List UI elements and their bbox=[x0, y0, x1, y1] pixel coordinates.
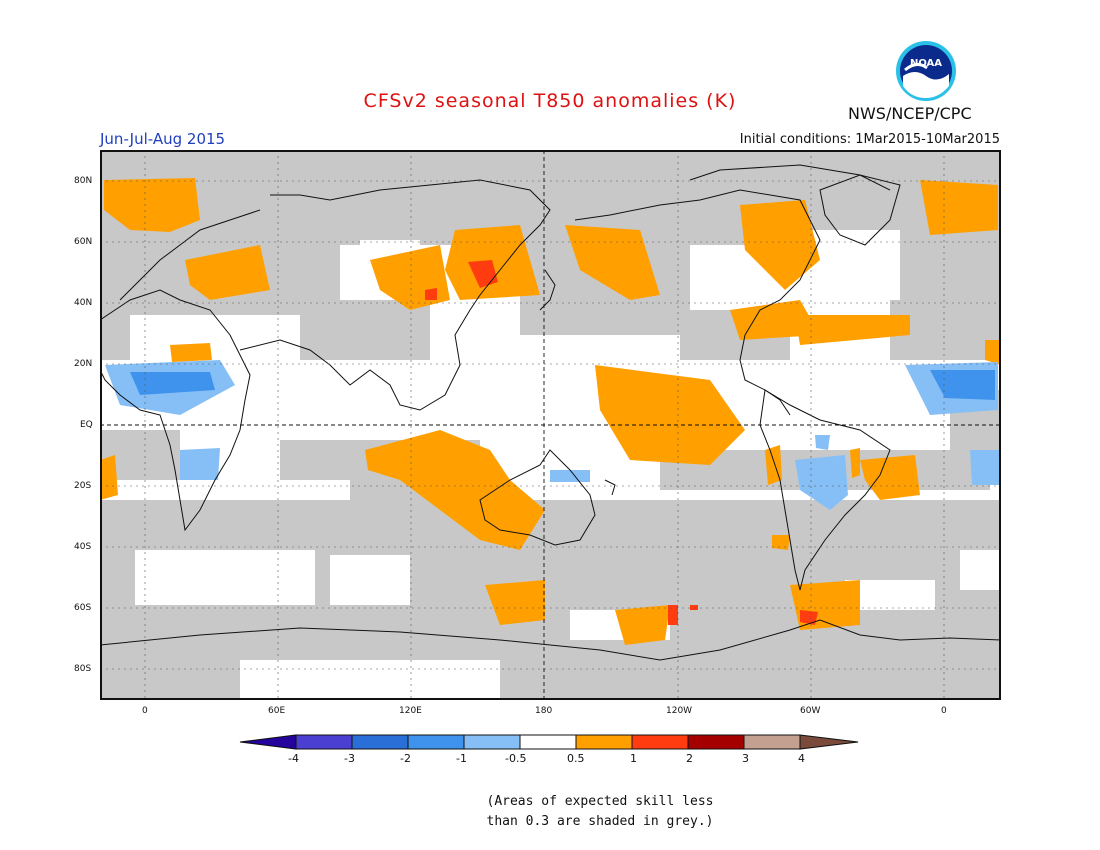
colorbar-segment bbox=[575, 734, 633, 750]
colorbar-label: 0.5 bbox=[567, 752, 585, 765]
skill-footnote: (Areas of expected skill less than 0.3 a… bbox=[0, 792, 1100, 832]
map-title: CFSv2 seasonal T850 anomalies (K) bbox=[363, 90, 737, 112]
colorbar-segment bbox=[295, 734, 353, 750]
colorbar-label: -2 bbox=[400, 752, 411, 765]
equator-dateline bbox=[100, 150, 1001, 700]
lat-label: 40N bbox=[74, 298, 93, 308]
lat-label: 20N bbox=[74, 359, 93, 369]
colorbar-label: 4 bbox=[798, 752, 805, 765]
colorbar-label: -3 bbox=[344, 752, 355, 765]
lon-label: 120W bbox=[666, 706, 693, 716]
colorbar-segment bbox=[463, 734, 521, 750]
lon-label: 0 bbox=[941, 706, 947, 716]
colorbar-segment bbox=[407, 734, 465, 750]
map-panel bbox=[100, 150, 1001, 700]
footnote-line: (Areas of expected skill less bbox=[486, 794, 714, 809]
lat-label: 60S bbox=[74, 603, 92, 613]
lat-label: 80S bbox=[74, 664, 92, 674]
lat-lon-grid bbox=[100, 150, 1001, 700]
agency-label: NWS/NCEP/CPC bbox=[848, 104, 972, 123]
colorbar-label: 1 bbox=[630, 752, 637, 765]
lon-label: 120E bbox=[399, 706, 422, 716]
lon-label: 0 bbox=[142, 706, 148, 716]
colorbar bbox=[239, 734, 859, 750]
colorbar-segment bbox=[351, 734, 409, 750]
colorbar-segment bbox=[519, 734, 577, 750]
lon-label: 180 bbox=[535, 706, 553, 716]
colorbar-arrow-high bbox=[799, 734, 859, 750]
footnote-line: than 0.3 are shaded in grey.) bbox=[486, 814, 714, 829]
colorbar-segment bbox=[743, 734, 801, 750]
colorbar-segment bbox=[687, 734, 745, 750]
lat-label: 40S bbox=[74, 542, 92, 552]
cool-anomaly-areas bbox=[105, 360, 1001, 510]
lon-label: 60W bbox=[800, 706, 821, 716]
colorbar-arrow-low bbox=[239, 734, 297, 750]
map-frame bbox=[100, 150, 1001, 700]
lat-label: EQ bbox=[80, 420, 93, 430]
lon-label: 60E bbox=[268, 706, 286, 716]
colorbar-label: -0.5 bbox=[505, 752, 527, 765]
coastlines bbox=[100, 164, 1001, 661]
lat-label: 80N bbox=[74, 176, 93, 186]
colorbar-label: -1 bbox=[456, 752, 467, 765]
noaa-logo-icon: NOAA bbox=[896, 41, 956, 101]
initial-conditions: Initial conditions: 1Mar2015-10Mar2015 bbox=[739, 132, 1000, 147]
lat-label: 60N bbox=[74, 237, 93, 247]
hot-anomaly-areas bbox=[425, 260, 818, 625]
lat-label: 20S bbox=[74, 481, 92, 491]
season-label: Jun-Jul-Aug 2015 bbox=[100, 130, 226, 148]
colorbar-label: 3 bbox=[742, 752, 749, 765]
colorbar-segment bbox=[631, 734, 689, 750]
colorbar-label: 2 bbox=[686, 752, 693, 765]
warm-anomaly-areas bbox=[100, 178, 1001, 645]
colorbar-label: -4 bbox=[288, 752, 299, 765]
logo-text: NOAA bbox=[910, 58, 942, 69]
